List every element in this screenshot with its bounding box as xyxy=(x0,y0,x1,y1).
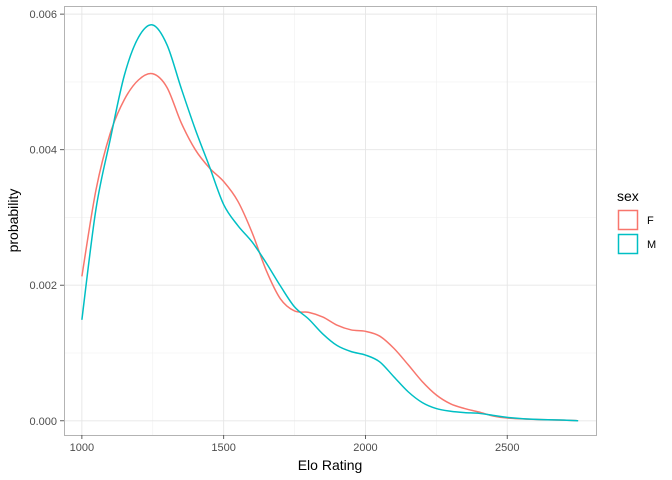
x-tick-label: 1000 xyxy=(70,442,94,454)
y-axis-title: probability xyxy=(5,189,21,253)
x-axis: 1000 1500 2000 2500 xyxy=(70,435,519,454)
x-axis-title: Elo Rating xyxy=(298,457,363,473)
x-tick-label: 2000 xyxy=(353,442,377,454)
legend-title: sex xyxy=(617,188,639,204)
y-tick-label: 0.000 xyxy=(29,416,57,428)
legend: sex FM xyxy=(617,188,656,255)
x-tick-label: 1500 xyxy=(211,442,235,454)
legend-key-f xyxy=(617,209,639,231)
series-line-f xyxy=(81,72,579,422)
x-tick-label: 2500 xyxy=(495,442,519,454)
legend-key-m xyxy=(617,233,639,255)
legend-label-m: M xyxy=(647,239,656,251)
minor-gridlines xyxy=(64,6,596,435)
plot-panel-border xyxy=(64,6,597,436)
y-tick-label: 0.002 xyxy=(29,280,57,292)
legend-label-f: F xyxy=(647,215,654,227)
series-line-m xyxy=(81,24,579,422)
major-gridlines xyxy=(64,6,596,435)
series-lines xyxy=(81,24,579,422)
y-tick-label: 0.004 xyxy=(29,145,57,157)
y-axis: 0.000 0.002 0.004 0.006 xyxy=(29,9,64,428)
y-tick-label: 0.006 xyxy=(29,9,57,21)
